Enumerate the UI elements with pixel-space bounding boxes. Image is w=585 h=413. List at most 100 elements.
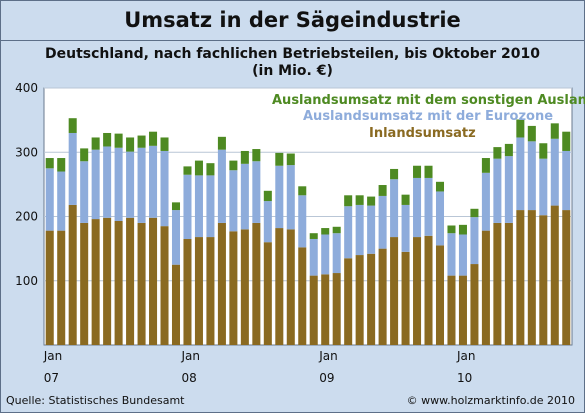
bar-s2-12 [183,166,192,175]
bar-s0-27 [355,255,364,345]
bar-s2-39 [493,147,502,159]
bar-s2-41 [516,119,525,138]
bar-s0-16 [229,231,238,345]
bar-s2-34 [435,181,445,192]
x-tick-month-12: Jan [180,349,200,363]
y-tick-label-100: 100 [15,274,38,288]
bar-s1-3 [80,161,89,223]
bar-s2-22 [298,186,307,196]
bar-s1-13 [194,175,203,238]
bar-s1-23 [309,238,318,276]
bar-s1-17 [240,163,249,230]
legend-sonstiges-ausland: Auslandsumsatz mit dem sonstigen Ausland [272,93,585,108]
x-tick-year-12: 08 [181,371,196,385]
bar-s0-40 [504,222,513,345]
bar-s2-42 [527,125,536,142]
bar-s2-2 [68,118,77,133]
bar-s2-3 [80,148,89,162]
bar-s0-9 [149,217,158,345]
bar-s1-19 [263,201,272,243]
bar-s1-20 [275,165,284,229]
bar-s1-22 [298,195,307,248]
bar-s2-20 [275,152,284,166]
y-tick-label-200: 200 [15,210,38,224]
title-divider [0,40,585,41]
bar-s1-6 [114,147,123,221]
bar-s0-0 [45,230,54,345]
bar-s1-21 [286,165,295,230]
bar-s0-37 [470,264,479,345]
x-tick-month-0: Jan [43,349,63,363]
bar-s2-4 [91,137,100,150]
bar-s2-27 [355,195,364,205]
bar-s0-23 [309,275,318,345]
bar-s0-18 [252,222,261,345]
bar-s2-23 [309,233,318,239]
bar-s1-38 [481,172,490,231]
bar-s2-26 [344,195,353,207]
bar-s0-45 [562,210,571,345]
bar-s2-9 [149,131,158,146]
bar-s1-32 [413,177,422,238]
bar-s2-38 [481,158,490,173]
bar-s2-33 [424,165,433,178]
bar-s0-19 [263,242,272,345]
bar-s0-42 [527,210,536,345]
bar-s2-43 [539,143,548,159]
bar-s2-5 [103,132,112,147]
x-tick-year-0: 07 [44,371,59,385]
subtitle-line-2: (in Mio. €) [252,63,333,79]
bar-s1-7 [126,151,135,218]
bar-s2-19 [263,190,272,202]
bar-s0-6 [114,221,123,345]
chart-subtitle: Deutschland, nach fachlichen Betriebstei… [0,46,585,80]
bar-s0-24 [321,274,330,345]
bar-s2-8 [137,135,146,148]
bar-s1-29 [378,195,387,249]
bar-s0-3 [80,222,89,345]
bar-s2-21 [286,153,295,166]
bar-s0-1 [57,230,66,345]
bar-s2-36 [458,224,467,235]
bar-s0-14 [206,237,215,345]
bar-s2-6 [114,133,123,148]
bar-s0-17 [240,229,249,345]
bar-s1-39 [493,158,502,223]
bar-s0-31 [401,251,410,345]
bar-s1-36 [458,234,467,276]
bar-s1-12 [183,174,192,239]
bar-s1-4 [91,149,100,220]
bar-s2-24 [321,228,330,235]
bar-s2-30 [390,168,399,180]
legend-inland: Inlandsumsatz [369,126,476,141]
bar-s1-11 [171,210,181,265]
bar-s0-21 [286,229,295,345]
bar-s0-34 [435,245,445,345]
bar-s2-7 [126,137,135,152]
bar-s2-15 [217,136,226,150]
bar-s2-31 [401,194,410,205]
bar-s2-18 [252,149,261,162]
bar-s2-35 [447,225,456,234]
bar-s1-43 [539,158,548,216]
bar-s2-37 [470,208,479,218]
bar-s0-12 [183,238,192,345]
bar-s0-44 [550,205,559,345]
bar-s2-0 [45,158,54,169]
bar-s1-8 [137,147,146,223]
bar-s1-35 [447,233,456,276]
bar-s0-26 [344,258,353,345]
bar-s0-43 [539,215,548,345]
bar-s1-44 [550,138,559,206]
bar-s0-30 [390,237,399,345]
bar-s1-28 [367,205,376,254]
bar-s0-38 [481,230,490,345]
bar-s1-0 [45,168,54,231]
bar-s1-16 [229,170,238,232]
bar-s1-24 [321,234,330,275]
bar-s0-28 [367,253,376,345]
bar-s1-1 [57,171,66,231]
bar-s0-32 [413,237,422,345]
bar-s1-27 [355,204,364,256]
bar-s1-14 [206,175,215,238]
